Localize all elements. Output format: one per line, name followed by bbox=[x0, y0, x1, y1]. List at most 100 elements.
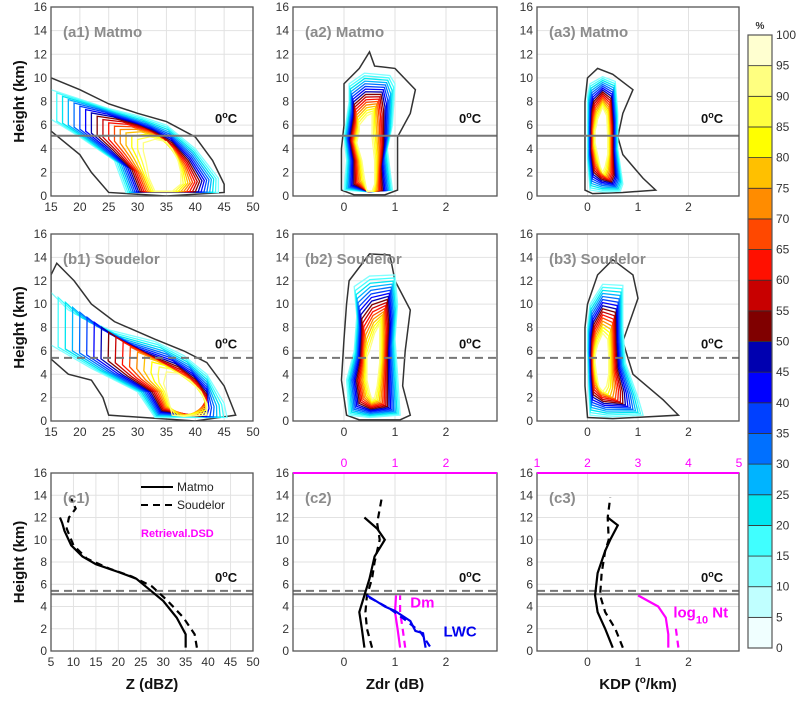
contour-outline bbox=[340, 50, 417, 196]
y-tick-label: 4 bbox=[40, 367, 47, 381]
y-tick-label: 14 bbox=[276, 24, 290, 38]
y-tick-label: 10 bbox=[520, 71, 534, 85]
plot-content bbox=[51, 498, 253, 648]
contour-level-65 bbox=[359, 307, 386, 407]
x-tick-label: 50 bbox=[246, 655, 260, 669]
x-tick-label: 45 bbox=[224, 655, 238, 669]
contour-level-55 bbox=[357, 301, 389, 409]
y-tick-label: 4 bbox=[40, 600, 47, 614]
series-line bbox=[393, 595, 402, 648]
contour-level-25 bbox=[345, 80, 392, 193]
freezing-value: 0 bbox=[701, 570, 708, 585]
y-tick-label: 10 bbox=[276, 71, 290, 85]
contour-level-50 bbox=[349, 93, 385, 193]
y-tick-label: 8 bbox=[282, 321, 289, 335]
y-tick-label: 12 bbox=[276, 47, 290, 61]
top-x-tick-label: 1 bbox=[534, 456, 541, 470]
freezing-sup: o bbox=[466, 569, 472, 579]
y-tick-label: 10 bbox=[34, 71, 48, 85]
y-tick-label: 6 bbox=[40, 344, 47, 358]
contour-level-65 bbox=[113, 125, 194, 193]
y-tick-label: 12 bbox=[520, 511, 534, 525]
y-tick-label: 10 bbox=[520, 297, 534, 311]
freezing-value: 0 bbox=[215, 337, 222, 352]
contour-level-90 bbox=[142, 138, 182, 192]
y-tick-label: 8 bbox=[526, 321, 533, 335]
contour-level-80 bbox=[131, 133, 187, 193]
contour-outline bbox=[51, 261, 237, 421]
axes-frame bbox=[536, 6, 740, 197]
contour-level-30 bbox=[73, 102, 210, 193]
y-tick-label: 6 bbox=[282, 344, 289, 358]
top-x-tick-label: 0 bbox=[341, 456, 348, 470]
x-tick-label: 15 bbox=[89, 655, 103, 669]
y-tick-label: 8 bbox=[526, 95, 533, 109]
plot-content bbox=[537, 67, 739, 195]
y-tick-label: 0 bbox=[40, 414, 47, 428]
y-tick-label: 6 bbox=[40, 577, 47, 591]
colorbar-bin bbox=[747, 371, 773, 404]
x-tick-label: 25 bbox=[102, 200, 116, 214]
colorbar-tick-label: 30 bbox=[776, 457, 790, 471]
colorbar-tick-label: 10 bbox=[776, 580, 790, 594]
top-x-tick-label: 4 bbox=[685, 456, 692, 470]
x-tick-label: 25 bbox=[134, 655, 148, 669]
panel-title: (c2) bbox=[305, 490, 332, 507]
contour-level-25 bbox=[67, 98, 213, 193]
colorbar-tick-label: 100 bbox=[776, 28, 796, 42]
colorbar-bin bbox=[747, 279, 773, 312]
y-tick-label: 4 bbox=[282, 142, 289, 156]
contour-level-55 bbox=[102, 118, 198, 193]
contour-level-60 bbox=[358, 304, 388, 408]
freezing-sup: o bbox=[466, 336, 472, 346]
x-tick-label: 1 bbox=[635, 200, 642, 214]
contour-level-90 bbox=[594, 332, 610, 393]
contour-outline bbox=[584, 67, 658, 195]
contour-level-35 bbox=[347, 85, 389, 193]
plot-content bbox=[537, 258, 739, 420]
plot-content bbox=[293, 50, 497, 196]
top-x-tick-label: 2 bbox=[584, 456, 591, 470]
y-axis-label: Height (km) bbox=[11, 286, 28, 369]
colorbar-bin bbox=[747, 494, 773, 526]
y-tick-label: 4 bbox=[282, 600, 289, 614]
y-tick-label: 10 bbox=[34, 297, 48, 311]
contour-level-15 bbox=[56, 92, 217, 194]
contour-level-30 bbox=[350, 286, 395, 414]
x-tick-label: 20 bbox=[112, 655, 126, 669]
freezing-label: 0oC bbox=[215, 336, 238, 352]
contour-level-10 bbox=[51, 89, 220, 194]
y-tick-label: 2 bbox=[40, 391, 47, 405]
contour-level-80 bbox=[354, 107, 378, 193]
colorbar-tick-label: 70 bbox=[776, 212, 790, 226]
colorbar-bin bbox=[747, 433, 773, 465]
colorbar-bin bbox=[747, 249, 773, 281]
y-tick-label: 2 bbox=[282, 391, 289, 405]
contour-level-90 bbox=[594, 105, 609, 175]
y-tick-label: 12 bbox=[276, 511, 290, 525]
panel-title: (b2) Soudelor bbox=[305, 251, 402, 268]
colorbar-bin bbox=[747, 341, 773, 373]
y-tick-label: 6 bbox=[526, 577, 533, 591]
panel-c1: 5 10 15 20 25 30 35 40 45 500246810121416(c1)0oCH… bbox=[11, 466, 260, 693]
panel-title: (c1) bbox=[63, 490, 90, 507]
y-tick-label: 16 bbox=[520, 227, 534, 241]
freezing-sup: o bbox=[708, 569, 714, 579]
annotation-sub: 10 bbox=[696, 615, 708, 627]
y-tick-label: 8 bbox=[282, 95, 289, 109]
y-tick-label: 0 bbox=[282, 189, 289, 203]
panel-title: (a2) Matmo bbox=[305, 24, 384, 41]
freezing-unit: C bbox=[714, 570, 724, 585]
contour-outline bbox=[340, 253, 412, 421]
contour-level-80 bbox=[363, 316, 383, 403]
freezing-value: 0 bbox=[215, 111, 222, 126]
y-tick-label: 16 bbox=[276, 466, 290, 480]
x-tick-label: 2 bbox=[443, 655, 450, 669]
contour-level-20 bbox=[61, 95, 215, 193]
top-x-tick-label: 2 bbox=[443, 456, 450, 470]
x-tick-label: 30 bbox=[131, 425, 145, 439]
y-tick-label: 6 bbox=[282, 577, 289, 591]
